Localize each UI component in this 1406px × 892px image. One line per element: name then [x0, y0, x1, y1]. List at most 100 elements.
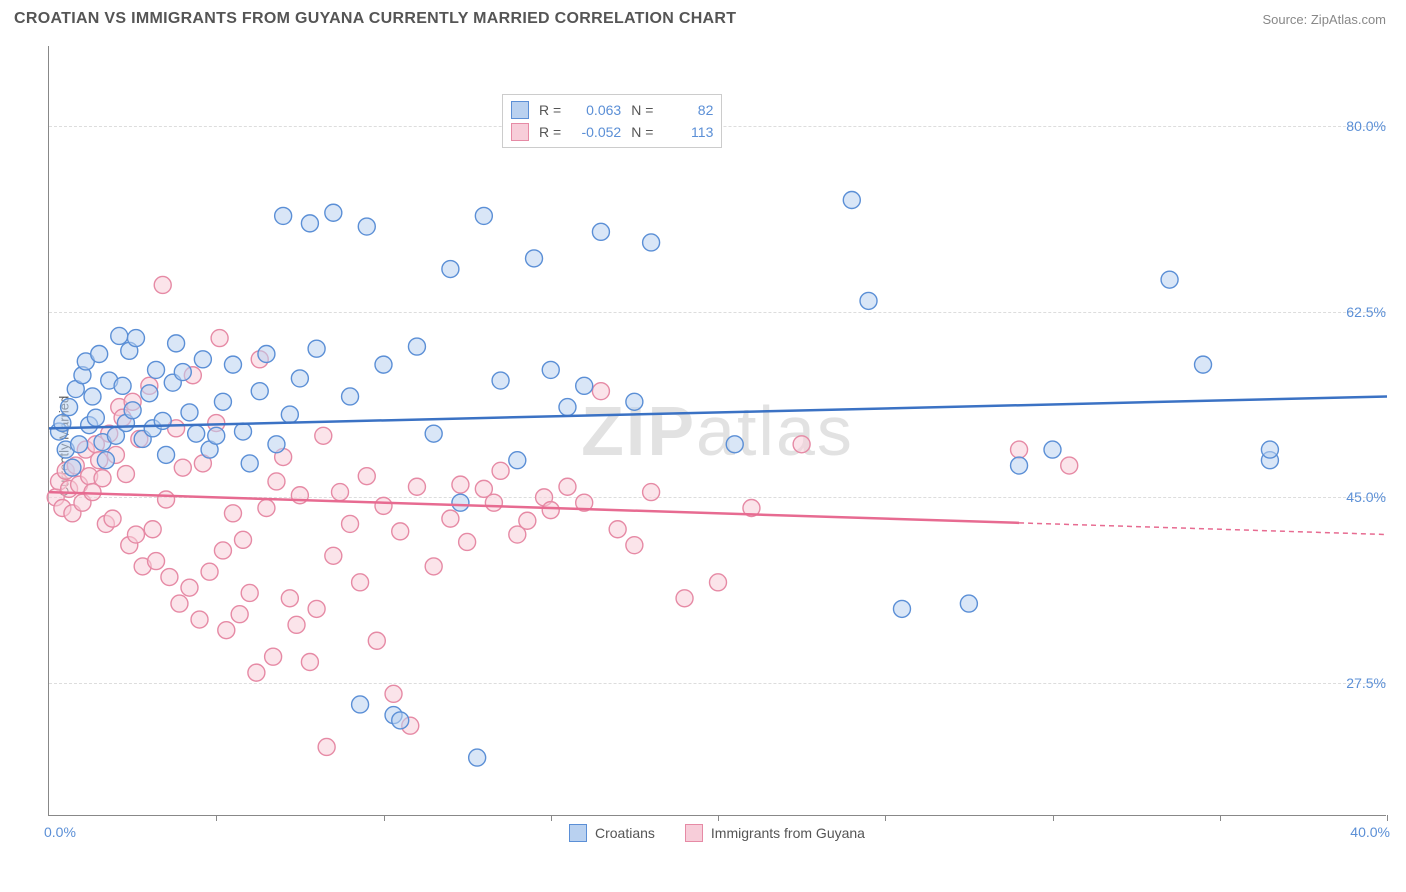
- legend-item-guyana: Immigrants from Guyana: [685, 824, 865, 842]
- series-legend: Croatians Immigrants from Guyana: [48, 824, 1386, 842]
- data-point: [843, 192, 860, 209]
- data-point: [64, 459, 81, 476]
- x-tick: [718, 815, 719, 821]
- data-point: [358, 218, 375, 235]
- data-point: [158, 491, 175, 508]
- data-point: [332, 484, 349, 501]
- data-point: [469, 749, 486, 766]
- data-point: [559, 478, 576, 495]
- data-point: [251, 383, 268, 400]
- data-point: [308, 600, 325, 617]
- legend-item-croatians: Croatians: [569, 824, 655, 842]
- data-point: [352, 696, 369, 713]
- data-point: [154, 276, 171, 293]
- data-point: [281, 590, 298, 607]
- x-tick: [216, 815, 217, 821]
- x-tick: [1220, 815, 1221, 821]
- data-point: [231, 606, 248, 623]
- data-point: [181, 404, 198, 421]
- data-point: [1261, 441, 1278, 458]
- stats-legend: R = 0.063 N = 82 R = -0.052 N = 113: [502, 94, 722, 148]
- data-point: [368, 632, 385, 649]
- data-point: [492, 372, 509, 389]
- data-point: [301, 215, 318, 232]
- data-point: [1044, 441, 1061, 458]
- data-point: [218, 622, 235, 639]
- data-point: [301, 654, 318, 671]
- data-point: [268, 436, 285, 453]
- data-point: [1011, 441, 1028, 458]
- data-point: [375, 356, 392, 373]
- data-point: [168, 335, 185, 352]
- data-point: [124, 402, 141, 419]
- data-point: [392, 712, 409, 729]
- data-point: [97, 452, 114, 469]
- data-point: [576, 377, 593, 394]
- data-point: [609, 521, 626, 538]
- data-point: [358, 468, 375, 485]
- source-attribution: Source: ZipAtlas.com: [1262, 12, 1386, 27]
- data-point: [352, 574, 369, 591]
- data-point: [442, 261, 459, 278]
- data-point: [94, 470, 111, 487]
- data-point: [1161, 271, 1178, 288]
- data-point: [141, 385, 158, 402]
- data-point: [201, 563, 218, 580]
- x-tick: [384, 815, 385, 821]
- swatch-blue-icon: [511, 101, 529, 119]
- data-point: [375, 497, 392, 514]
- data-point: [592, 223, 609, 240]
- swatch-pink-icon: [685, 824, 703, 842]
- data-point: [161, 569, 178, 586]
- data-point: [241, 584, 258, 601]
- data-point: [248, 664, 265, 681]
- data-point: [291, 370, 308, 387]
- data-point: [408, 478, 425, 495]
- data-point: [258, 500, 275, 517]
- data-point: [860, 292, 877, 309]
- data-point: [542, 361, 559, 378]
- data-point: [676, 590, 693, 607]
- stats-row-croatians: R = 0.063 N = 82: [511, 99, 713, 121]
- data-point: [425, 558, 442, 575]
- data-point: [224, 505, 241, 522]
- data-point: [318, 738, 335, 755]
- data-point: [117, 466, 134, 483]
- data-point: [148, 361, 165, 378]
- chart-title: CROATIAN VS IMMIGRANTS FROM GUYANA CURRE…: [14, 10, 736, 28]
- data-point: [342, 388, 359, 405]
- data-point: [258, 346, 275, 363]
- y-axis-labels: 27.5%45.0%62.5%80.0%: [1326, 46, 1386, 816]
- data-point: [385, 685, 402, 702]
- stats-row-guyana: R = -0.052 N = 113: [511, 121, 713, 143]
- data-point: [643, 234, 660, 251]
- data-point: [194, 351, 211, 368]
- data-point: [626, 537, 643, 554]
- y-tick-label: 45.0%: [1346, 489, 1386, 505]
- data-point: [793, 436, 810, 453]
- data-point: [408, 338, 425, 355]
- data-point: [893, 600, 910, 617]
- regression-line-croatians: [49, 396, 1387, 428]
- swatch-blue-icon: [569, 824, 587, 842]
- data-point: [265, 648, 282, 665]
- data-point: [84, 388, 101, 405]
- x-tick: [1053, 815, 1054, 821]
- data-point: [87, 409, 104, 426]
- data-point: [392, 523, 409, 540]
- data-point: [325, 547, 342, 564]
- data-point: [208, 427, 225, 444]
- data-point: [111, 327, 128, 344]
- data-point: [214, 542, 231, 559]
- data-point: [626, 393, 643, 410]
- data-point: [127, 330, 144, 347]
- data-point: [148, 553, 165, 570]
- data-point: [643, 484, 660, 501]
- y-tick-label: 80.0%: [1346, 118, 1386, 134]
- data-point: [191, 611, 208, 628]
- x-tick: [885, 815, 886, 821]
- data-point: [241, 455, 258, 472]
- data-point: [308, 340, 325, 357]
- y-tick-label: 62.5%: [1346, 304, 1386, 320]
- data-point: [275, 207, 292, 224]
